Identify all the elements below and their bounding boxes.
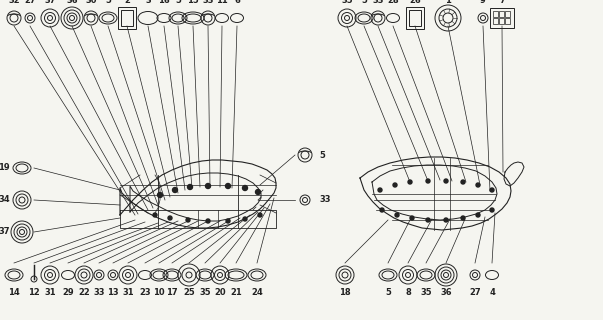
Circle shape (380, 208, 384, 212)
Circle shape (444, 218, 448, 222)
Text: 2: 2 (124, 0, 130, 5)
Text: 11: 11 (216, 0, 228, 5)
Circle shape (444, 179, 448, 183)
Text: 34: 34 (0, 196, 10, 204)
Bar (118, 7, 136, 29)
Circle shape (157, 193, 162, 197)
Text: 1: 1 (445, 0, 451, 5)
Bar (490, 8, 514, 28)
Circle shape (408, 180, 412, 184)
Text: 33: 33 (93, 288, 105, 297)
Circle shape (243, 217, 247, 221)
Text: 8: 8 (405, 288, 411, 297)
Text: 7: 7 (499, 0, 505, 5)
Circle shape (378, 188, 382, 192)
Text: 17: 17 (166, 288, 178, 297)
Text: 21: 21 (230, 288, 242, 297)
Bar (505, 11, 510, 17)
Text: 10: 10 (153, 288, 165, 297)
Circle shape (168, 216, 172, 220)
Bar (493, 18, 498, 23)
Text: 18: 18 (339, 288, 351, 297)
Text: 5: 5 (105, 0, 111, 5)
Text: 19: 19 (0, 164, 10, 172)
Bar (499, 11, 504, 17)
Circle shape (153, 213, 157, 217)
Bar (121, 10, 133, 26)
Text: 31: 31 (44, 288, 56, 297)
Circle shape (188, 185, 192, 189)
Text: 35: 35 (420, 288, 432, 297)
Text: 37: 37 (0, 228, 10, 236)
Text: 30: 30 (85, 0, 96, 5)
Text: 27: 27 (469, 288, 481, 297)
Text: 5: 5 (361, 0, 367, 5)
Text: 3: 3 (145, 0, 151, 5)
Circle shape (426, 218, 430, 222)
Circle shape (461, 180, 465, 184)
Text: 32: 32 (8, 0, 20, 5)
Text: 24: 24 (251, 288, 263, 297)
Circle shape (410, 216, 414, 220)
Text: 15: 15 (187, 0, 199, 5)
Text: 5: 5 (175, 0, 181, 5)
Circle shape (393, 183, 397, 187)
Text: 31: 31 (122, 288, 134, 297)
Circle shape (395, 213, 399, 217)
Text: 22: 22 (78, 288, 90, 297)
Text: 13: 13 (107, 288, 119, 297)
Circle shape (426, 179, 430, 183)
Bar (493, 11, 498, 17)
Circle shape (172, 188, 177, 193)
Circle shape (206, 219, 210, 223)
Circle shape (242, 186, 247, 190)
Text: 26: 26 (409, 0, 421, 5)
Text: 37: 37 (44, 0, 55, 5)
Text: 36: 36 (440, 288, 452, 297)
Text: 14: 14 (8, 288, 20, 297)
Circle shape (186, 218, 190, 222)
Text: 35: 35 (199, 288, 211, 297)
Text: 23: 23 (139, 288, 151, 297)
Circle shape (258, 213, 262, 217)
Bar (505, 18, 510, 23)
Circle shape (226, 219, 230, 223)
Text: 6: 6 (234, 0, 240, 5)
Text: 20: 20 (214, 288, 226, 297)
Text: 4: 4 (489, 288, 495, 297)
Circle shape (256, 189, 260, 195)
Circle shape (461, 216, 465, 220)
Text: 33: 33 (202, 0, 213, 5)
Circle shape (206, 183, 210, 188)
Circle shape (490, 208, 494, 212)
Bar (406, 7, 424, 29)
Text: 12: 12 (28, 288, 40, 297)
Text: 27: 27 (24, 0, 36, 5)
Text: 16: 16 (158, 0, 170, 5)
Circle shape (476, 213, 480, 217)
Text: 35: 35 (341, 0, 353, 5)
Text: 5: 5 (319, 150, 325, 159)
Bar (409, 10, 421, 26)
Text: 33: 33 (372, 0, 384, 5)
Text: 9: 9 (480, 0, 486, 5)
Bar (499, 18, 504, 23)
Circle shape (476, 183, 480, 187)
Text: 33: 33 (319, 196, 330, 204)
Circle shape (226, 183, 230, 188)
Text: 28: 28 (387, 0, 399, 5)
Text: 29: 29 (62, 288, 74, 297)
Text: 36: 36 (66, 0, 78, 5)
Text: 25: 25 (183, 288, 195, 297)
Text: 5: 5 (385, 288, 391, 297)
Circle shape (490, 188, 494, 192)
